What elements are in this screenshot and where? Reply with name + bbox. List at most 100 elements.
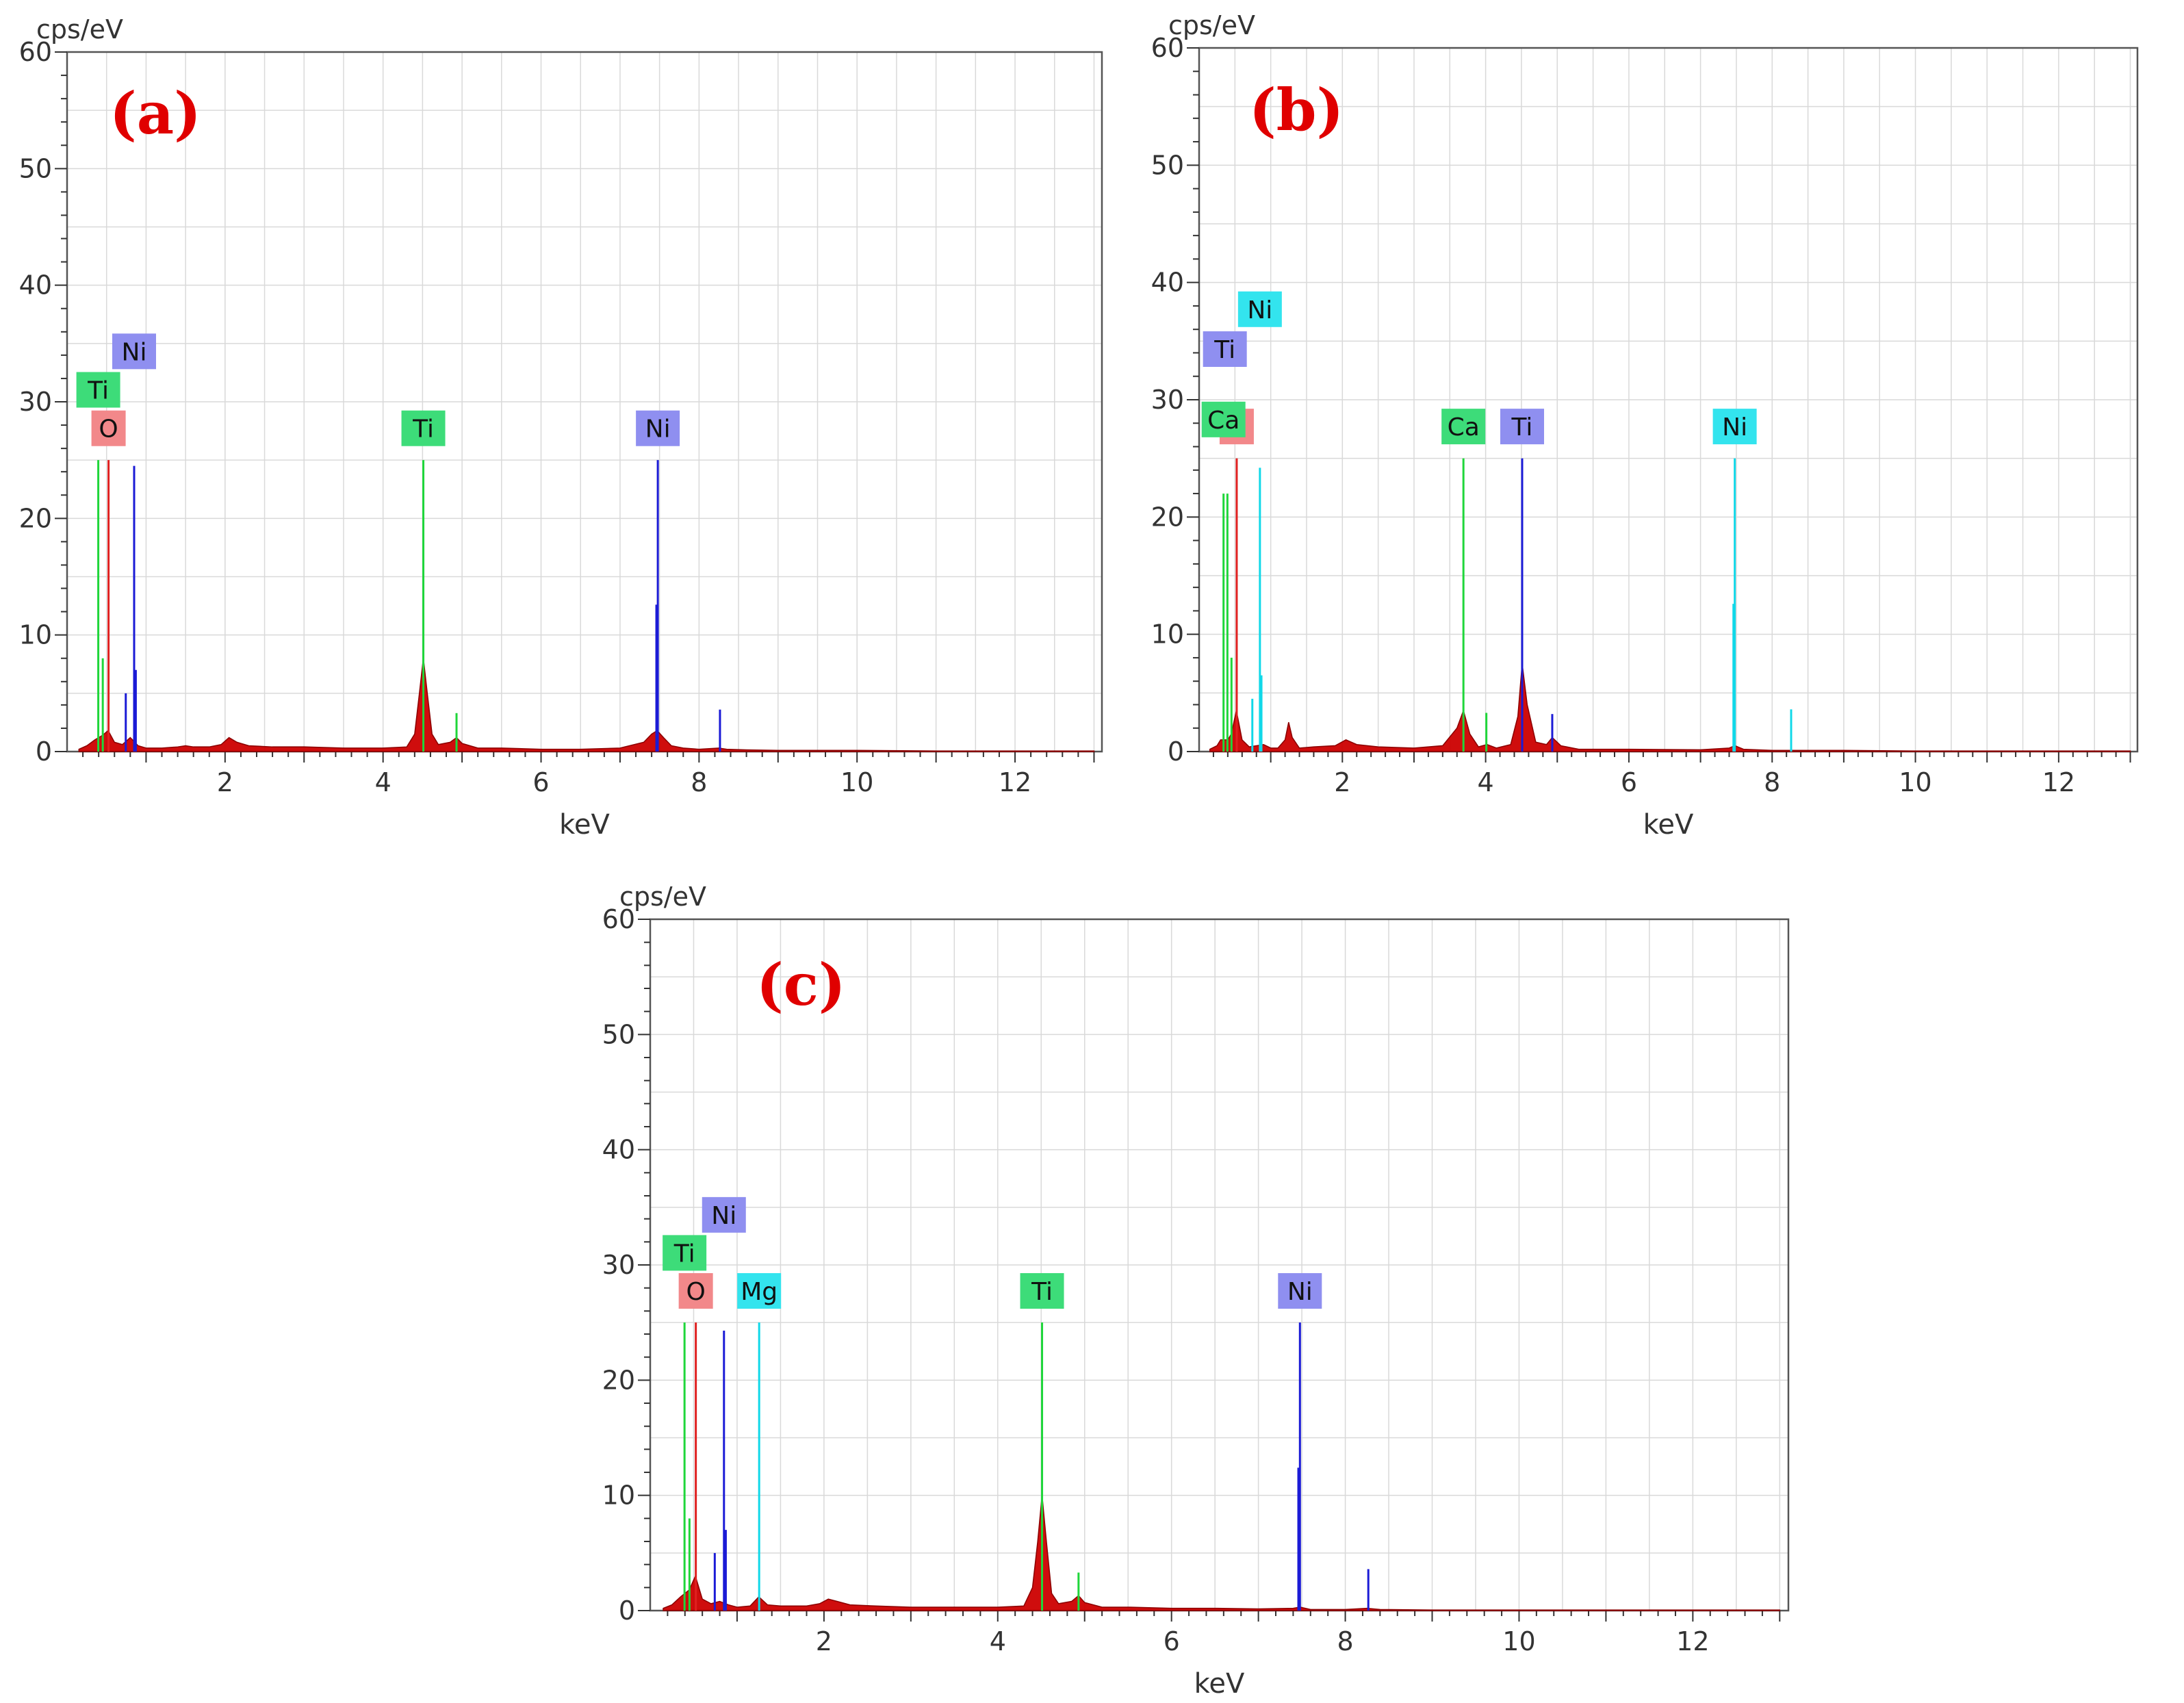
y-tick-label: 10 xyxy=(19,620,52,650)
y-tick-label: 0 xyxy=(1168,737,1184,767)
grid xyxy=(67,52,1102,752)
x-tick-label: 6 xyxy=(1164,1626,1180,1656)
y-tick-label: 40 xyxy=(602,1135,635,1165)
y-tick-label: 10 xyxy=(602,1481,635,1511)
x-tick-label: 12 xyxy=(999,767,1031,797)
x-axis-label: keV xyxy=(1643,809,1694,841)
peak-label-ca: Ca xyxy=(1201,401,1246,437)
peak-label-box xyxy=(678,1272,713,1309)
y-tick-label: 40 xyxy=(19,270,52,300)
peak-label-o: O xyxy=(91,410,126,446)
peak-label-ni: Ni xyxy=(112,333,156,370)
peak-label-box xyxy=(1237,291,1282,327)
y-axis-ticks xyxy=(1187,47,1199,752)
peak-label-text: Ti xyxy=(412,415,434,444)
panel-label: (b) xyxy=(1249,76,1344,144)
x-tick-label: 12 xyxy=(1676,1626,1709,1656)
y-tick-label: 0 xyxy=(619,1596,635,1626)
x-tick-label: 12 xyxy=(2042,767,2075,797)
peak-label-box xyxy=(1441,409,1486,445)
y-axis-label: cps/eV xyxy=(36,14,123,44)
peak-label-box xyxy=(1020,1272,1064,1309)
grid xyxy=(1199,48,2137,752)
y-tick-label: 30 xyxy=(602,1250,635,1280)
peak-label-o: O xyxy=(678,1272,713,1309)
x-tick-label: 10 xyxy=(1899,767,1931,797)
peak-label-text: Ti xyxy=(673,1240,695,1268)
peak-label-text: Ti xyxy=(1031,1278,1053,1306)
peak-label-text: Ti xyxy=(1511,413,1533,441)
peak-label-ni: Ni xyxy=(1237,291,1282,327)
peak-label-box xyxy=(112,333,156,370)
peak-label-text: O xyxy=(99,415,118,444)
peak-label-ca: Ca xyxy=(1441,409,1486,445)
peak-label-box xyxy=(1278,1272,1322,1309)
y-tick-label: 50 xyxy=(1151,150,1184,180)
peak-label-ti: Ti xyxy=(663,1235,707,1271)
x-tick-label: 8 xyxy=(1337,1626,1353,1656)
peak-label-box xyxy=(401,410,446,446)
peak-label-ni: Ni xyxy=(702,1196,746,1233)
x-tick-label: 10 xyxy=(840,767,873,797)
peak-label-text: Ni xyxy=(1247,296,1272,324)
peak-label-text: Ni xyxy=(1287,1278,1313,1306)
peak-label-box xyxy=(1712,409,1757,445)
peak-label-ni: Ni xyxy=(636,410,680,446)
y-tick-label: 20 xyxy=(602,1365,635,1395)
x-axis-ticks xyxy=(82,752,1095,763)
peak-label-box xyxy=(663,1235,707,1271)
peak-label-text: Ti xyxy=(1213,336,1235,364)
y-tick-label: 50 xyxy=(19,153,52,183)
peak-label-text: Ti xyxy=(87,377,109,405)
peak-label-text: Ni xyxy=(1722,413,1747,441)
peak-label-text: Ni xyxy=(122,338,147,366)
peak-label-ti: Ti xyxy=(1203,331,1247,368)
peak-label-ti: Ti xyxy=(1020,1272,1064,1309)
y-tick-label: 0 xyxy=(36,737,52,767)
x-axis-label: keV xyxy=(1194,1668,1245,1700)
x-tick-label: 8 xyxy=(691,767,707,797)
y-tick-label: 30 xyxy=(1151,385,1184,415)
x-axis-ticks xyxy=(667,1611,1781,1622)
y-tick-label: 40 xyxy=(1151,268,1184,298)
peak-label-ti: Ti xyxy=(1500,409,1545,445)
x-tick-label: 2 xyxy=(1334,767,1350,797)
y-axis-ticks xyxy=(55,51,67,752)
y-axis-label: cps/eV xyxy=(619,882,706,912)
x-tick-label: 2 xyxy=(217,767,233,797)
peak-label-text: Ni xyxy=(645,415,671,444)
chart-panel-2: 010203040506024681012cps/eVkeVNiTiOCaCaT… xyxy=(1151,10,2139,841)
x-tick-label: 6 xyxy=(1621,767,1637,797)
x-tick-label: 4 xyxy=(375,767,391,797)
peak-label-box xyxy=(1500,409,1545,445)
x-tick-label: 2 xyxy=(816,1626,832,1656)
peak-label-text: Ni xyxy=(711,1202,736,1230)
peak-label-ti: Ti xyxy=(76,372,120,408)
chart-panel-3: 0 10 20 30 40 50 60 2 4 6 8 10 12 cps/eV keV Ti Ni O Mg Ti N… xyxy=(602,882,1790,1700)
y-axis-label: cps/eV xyxy=(1168,10,1255,40)
peak-label-ti: Ti xyxy=(401,410,446,446)
y-tick-label: 60 xyxy=(602,904,635,934)
chart-panel-1: 0 10 20 30 40 50 60 2 4 6 8 10 12 cps/eV keV Ti Ni O Ti Ni (… xyxy=(19,14,1103,841)
y-tick-label: 30 xyxy=(19,387,52,417)
panel-label: (a) xyxy=(110,79,201,147)
panel-label: (c) xyxy=(756,951,846,1019)
x-tick-label: 4 xyxy=(990,1626,1006,1656)
y-tick-label: 50 xyxy=(602,1019,635,1049)
peak-label-mg: Mg xyxy=(737,1272,782,1309)
peak-label-box xyxy=(1203,331,1247,368)
x-axis-ticks xyxy=(1212,752,2131,763)
peak-label-text: Ca xyxy=(1448,413,1480,441)
x-axis-label: keV xyxy=(559,809,610,841)
x-tick-label: 4 xyxy=(1478,767,1494,797)
peak-label-box xyxy=(1201,401,1246,437)
peak-label-ni: Ni xyxy=(1712,409,1757,445)
y-tick-label: 20 xyxy=(19,503,52,533)
spectrum-area xyxy=(78,658,1095,752)
peak-label-box xyxy=(702,1196,746,1233)
peak-label-box xyxy=(737,1272,782,1309)
y-axis-ticks xyxy=(638,919,650,1611)
peak-label-ni: Ni xyxy=(1278,1272,1322,1309)
y-tick-label: 10 xyxy=(1151,619,1184,650)
x-tick-label: 6 xyxy=(532,767,549,797)
